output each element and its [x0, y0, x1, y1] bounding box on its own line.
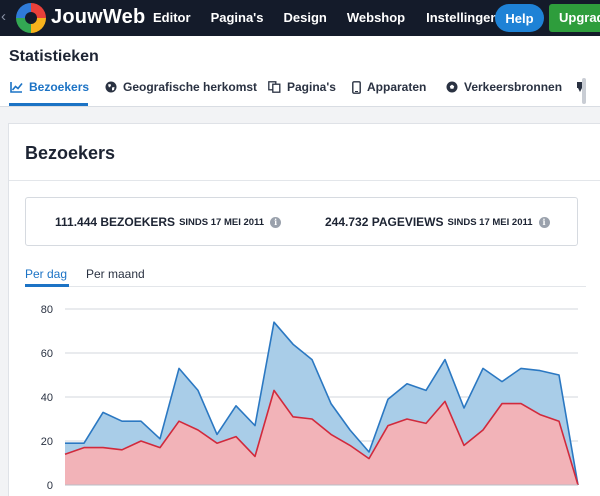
- pageviews-summary: 244.732 PAGEVIEWS SINDS 17 MEI 2011 i: [325, 215, 550, 229]
- visitors-summary: 111.444 BEZOEKERS SINDS 17 MEI 2011 i: [55, 215, 282, 229]
- tab-paginas[interactable]: Pagina's: [268, 80, 336, 94]
- page-title: Statistieken: [9, 48, 99, 65]
- tab-label: Bezoekers: [29, 80, 90, 94]
- y-tick-label: 80: [41, 304, 53, 316]
- phone-icon: [352, 80, 361, 94]
- active-subtab-indicator: [25, 284, 69, 287]
- info-icon[interactable]: i: [270, 216, 282, 228]
- tab-label: Apparaten: [367, 80, 427, 94]
- y-tick-label: 20: [41, 436, 53, 448]
- visitors-since: SINDS 17 MEI 2011: [179, 216, 265, 228]
- line-chart-icon: [10, 81, 23, 93]
- help-button[interactable]: Help: [495, 4, 544, 32]
- series-0-line: [65, 321, 579, 486]
- series-1-line: [64, 389, 579, 486]
- card-title: Bezoekers: [25, 143, 116, 163]
- tab-verkeersbronnen[interactable]: Verkeersbronnen: [446, 80, 562, 94]
- subtab-per-dag[interactable]: Per dag: [25, 267, 68, 281]
- pages-icon: [268, 81, 281, 93]
- tab-label: Verkeersbronnen: [464, 80, 563, 94]
- tab-label: Geografische herkomst: [123, 80, 258, 94]
- subtab-divider: [25, 286, 586, 287]
- tab-label: Pagina's: [287, 80, 336, 94]
- main-nav: Editor Pagina's Design Webshop Instellin…: [153, 10, 498, 25]
- soccer-ball-icon: [446, 81, 458, 93]
- y-tick-label: 40: [41, 392, 53, 404]
- pageviews-total: 244.732 PAGEVIEWS: [325, 215, 444, 229]
- summary-box: 111.444 BEZOEKERS SINDS 17 MEI 2011 i 24…: [25, 197, 578, 246]
- nav-item-paginas[interactable]: Pagina's: [210, 10, 264, 25]
- tab-scrollbar[interactable]: [582, 78, 586, 104]
- nav-item-webshop[interactable]: Webshop: [346, 10, 406, 25]
- overflow-tab-icon[interactable]: [577, 82, 585, 92]
- active-tab-indicator: [9, 103, 88, 106]
- chevron-left-icon[interactable]: ‹: [1, 8, 6, 25]
- tab-apparaten[interactable]: Apparaten: [352, 80, 426, 94]
- statistics-header: Statistieken Bezoekers Geografische herk…: [0, 36, 600, 107]
- nav-item-instellingen[interactable]: Instellingen: [426, 10, 499, 25]
- upgrade-button[interactable]: Upgrad: [549, 4, 600, 32]
- tab-bezoekers[interactable]: Bezoekers: [10, 80, 89, 94]
- pageviews-since: SINDS 17 MEI 2011: [447, 216, 533, 228]
- subtab-per-maand[interactable]: Per maand: [86, 267, 145, 281]
- y-tick-label: 60: [41, 348, 53, 360]
- nav-item-editor[interactable]: Editor: [153, 10, 191, 25]
- y-tick-label: 0: [47, 480, 53, 492]
- info-icon[interactable]: i: [538, 216, 550, 228]
- top-navigation-bar: ‹ JouwWeb Editor Pagina's Design Webshop…: [0, 0, 600, 36]
- visitors-total: 111.444 BEZOEKERS: [55, 215, 176, 229]
- jouwweb-logo-icon[interactable]: [16, 3, 46, 33]
- tab-geografische-herkomst[interactable]: Geografische herkomst: [105, 80, 257, 94]
- brand-name[interactable]: JouwWeb: [51, 6, 146, 28]
- divider: [9, 180, 600, 181]
- nav-item-design[interactable]: Design: [283, 10, 327, 25]
- globe-icon: [105, 81, 117, 93]
